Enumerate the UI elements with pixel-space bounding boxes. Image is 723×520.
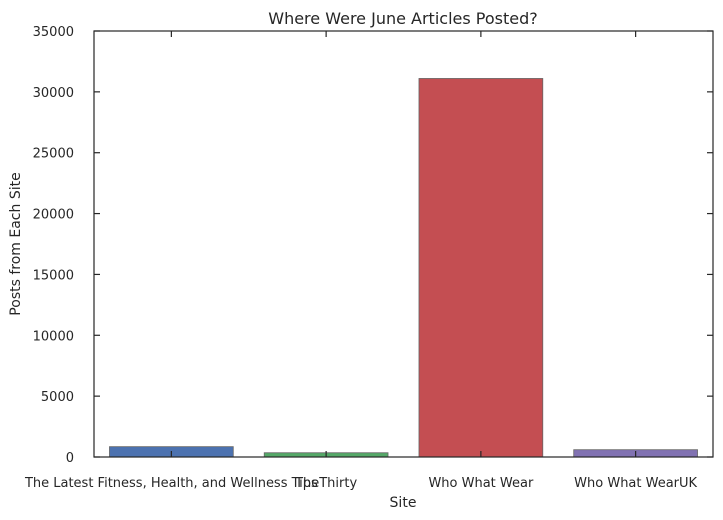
y-tick-label: 30000	[33, 86, 74, 101]
plot-frame	[93, 30, 714, 458]
x-tick-label: The Latest Fitness, Health, and Wellness…	[24, 476, 318, 491]
x-tick-label: TheThirty	[294, 476, 357, 491]
x-tick-label: Who What WearUK	[574, 476, 697, 491]
chart-title: Where Were June Articles Posted?	[268, 9, 538, 28]
y-tick-label: 5000	[41, 390, 74, 405]
x-tick-labels: The Latest Fitness, Health, and Wellness…	[24, 476, 698, 491]
x-axis-label: Site	[390, 495, 417, 511]
axis-ticks	[94, 30, 713, 458]
x-tick-label: Who What Wear	[428, 476, 534, 491]
y-tick-label: 25000	[33, 147, 74, 162]
bars-group	[109, 78, 698, 458]
y-tick-label: 0	[66, 451, 74, 466]
y-axis-label: Posts from Each Site	[8, 172, 24, 315]
y-tick-label: 20000	[33, 208, 74, 223]
y-tick-label: 15000	[33, 268, 74, 283]
y-tick-label: 35000	[33, 25, 74, 40]
y-tick-label: 10000	[33, 329, 74, 344]
bar-2	[418, 78, 544, 458]
y-tick-labels: 0 5000 10000 15000 20000 25000 30000 35000	[33, 25, 74, 466]
